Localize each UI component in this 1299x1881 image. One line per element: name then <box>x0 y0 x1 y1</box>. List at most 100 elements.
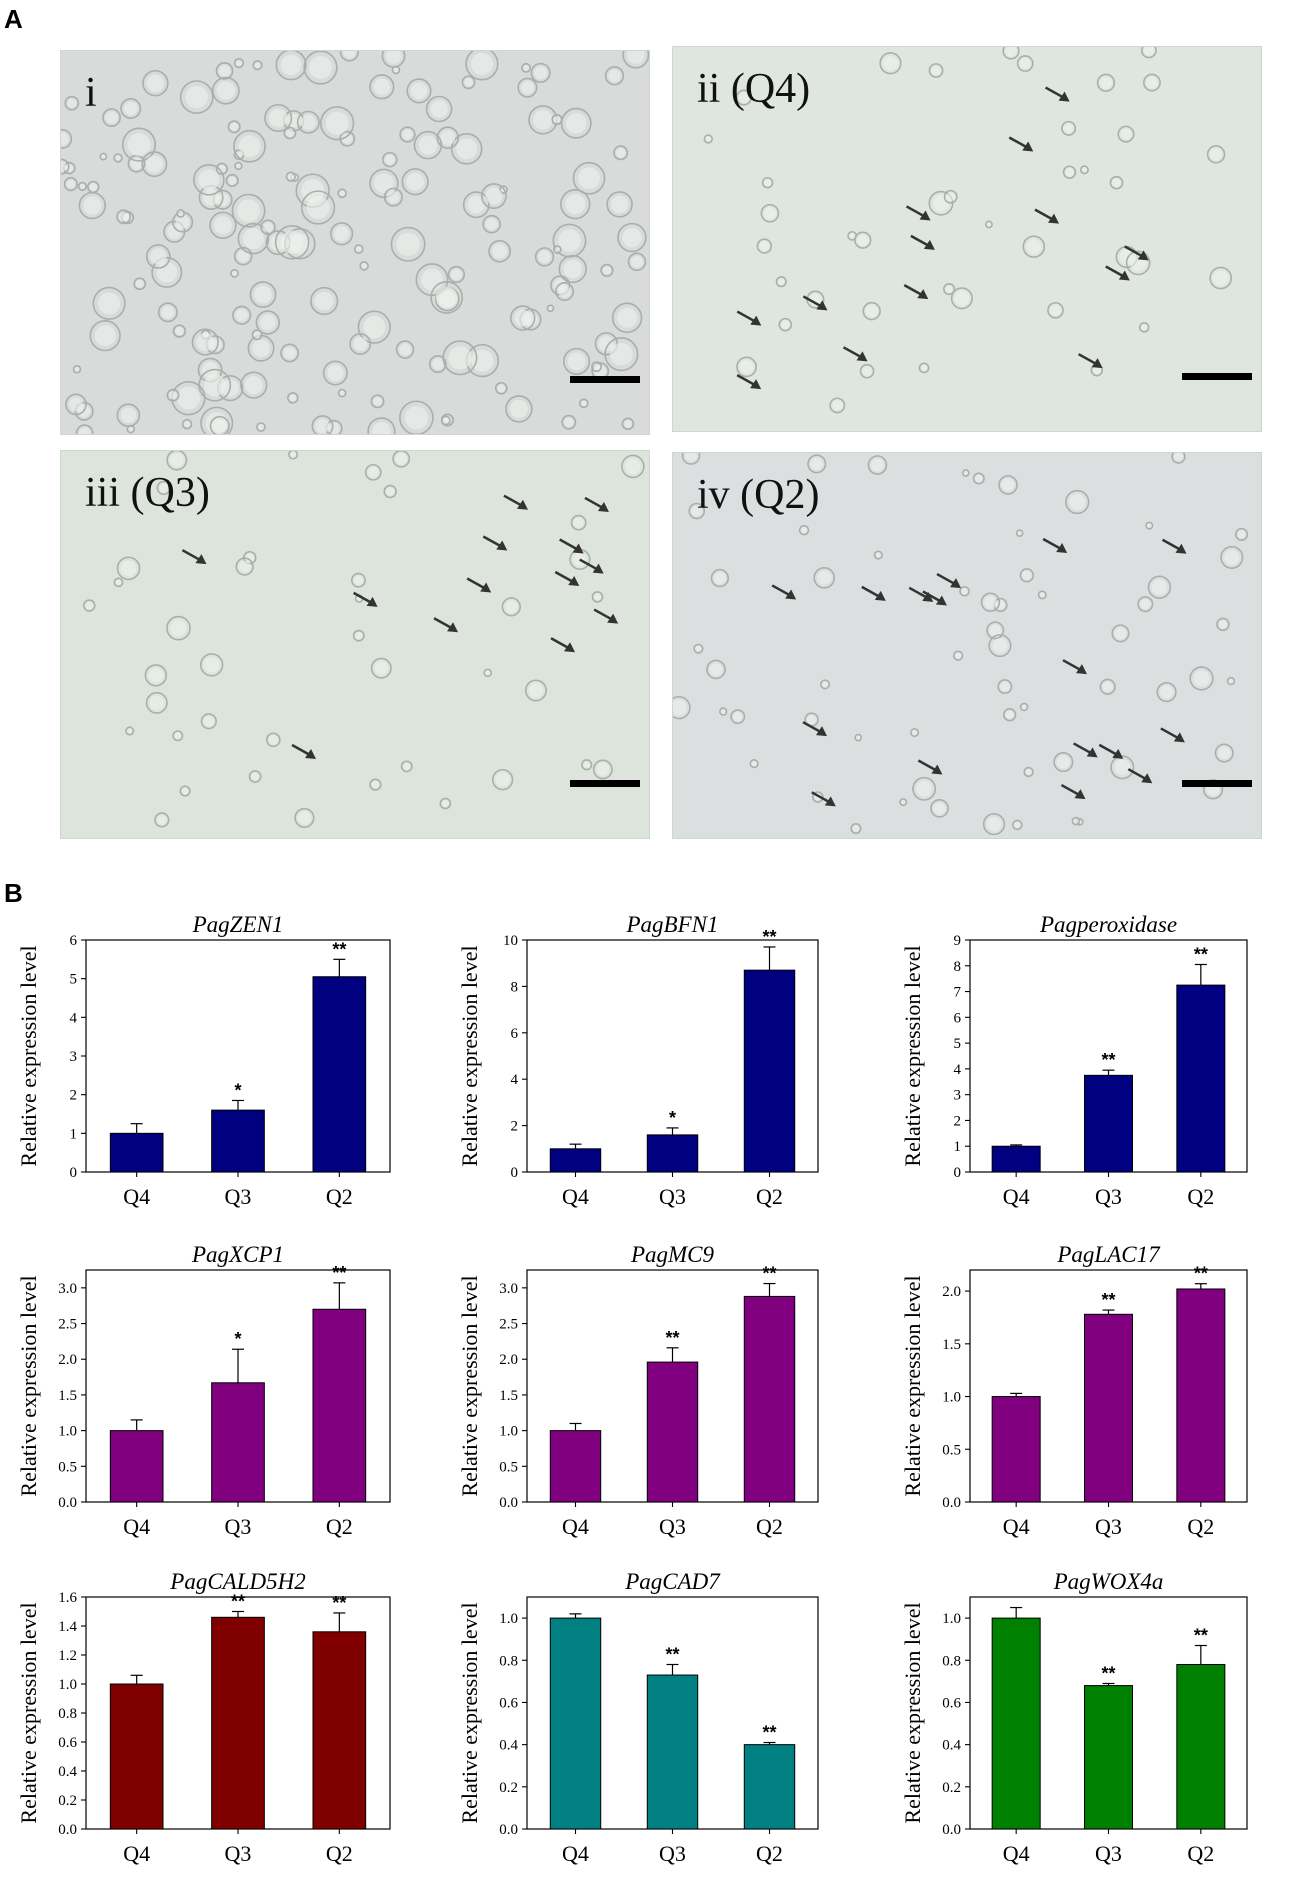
cell <box>166 615 191 641</box>
cell <box>383 484 397 499</box>
cell-highlight <box>374 661 389 675</box>
bar-Q2 <box>743 1744 796 1830</box>
x-tick-label: Q4 <box>562 1184 589 1209</box>
y-tick-label: 0 <box>70 1165 78 1181</box>
bar-Q2 <box>1176 984 1226 1173</box>
cell <box>61 128 73 149</box>
arrow-marker <box>910 234 930 247</box>
cell <box>488 239 511 263</box>
y-tick-label: 0.0 <box>942 1822 961 1838</box>
cell <box>89 320 121 352</box>
arrow-marker <box>1073 742 1093 755</box>
cell-highlight <box>342 133 353 144</box>
cell-highlight <box>720 709 726 715</box>
cell <box>225 173 239 188</box>
cell <box>761 176 774 189</box>
cell-highlight <box>245 553 254 562</box>
cell <box>116 403 141 428</box>
cell-highlight <box>1014 821 1021 828</box>
cell <box>1206 145 1226 164</box>
significance-label: ** <box>1194 1626 1208 1646</box>
cell <box>1079 165 1089 175</box>
cell <box>64 95 80 111</box>
significance-label: ** <box>1194 944 1208 964</box>
cell-highlight <box>198 169 220 191</box>
cell <box>943 283 956 296</box>
cell <box>622 51 649 69</box>
cell <box>145 244 171 269</box>
cell-highlight <box>528 683 544 698</box>
cell <box>859 363 875 379</box>
micrograph-i-label: i <box>85 70 97 116</box>
cell-highlight <box>432 358 444 370</box>
cell-highlight <box>98 292 121 315</box>
cell <box>862 301 881 321</box>
significance-label: ** <box>332 939 346 959</box>
chart-title: PagBFN1 <box>626 912 719 937</box>
arrow-marker <box>579 558 599 571</box>
cell-highlight <box>334 226 350 242</box>
arrow-marker <box>503 494 523 507</box>
cell-highlight <box>105 111 118 124</box>
cell-highlight <box>509 399 528 418</box>
cell <box>1002 47 1020 60</box>
cell <box>240 371 268 399</box>
cell <box>231 193 266 228</box>
cell <box>681 453 701 465</box>
cell-highlight <box>464 78 473 87</box>
y-tick-label: 1.5 <box>499 1388 518 1404</box>
cell <box>706 659 726 680</box>
cell-highlight <box>567 352 586 371</box>
cell-highlight <box>817 570 832 585</box>
arrow-marker <box>811 791 831 804</box>
bar-Q4 <box>991 1396 1041 1503</box>
arrow-marker <box>593 608 613 621</box>
cell-highlight <box>309 56 332 79</box>
cell-highlight <box>631 255 643 268</box>
cell-highlight <box>363 316 386 339</box>
y-tick-label: 0.0 <box>942 1495 961 1511</box>
bar-Q4 <box>549 1617 602 1830</box>
cell-highlight <box>372 422 391 434</box>
cell-highlight <box>1146 76 1158 89</box>
cell <box>232 305 252 325</box>
cell <box>673 695 691 720</box>
cell <box>1111 624 1130 643</box>
cell-highlight <box>553 116 561 123</box>
cell <box>1189 666 1214 691</box>
cell-highlight <box>280 54 302 76</box>
cell <box>980 592 1001 613</box>
cell <box>392 451 411 468</box>
cell-highlight <box>1160 685 1174 699</box>
cell-highlight <box>832 400 843 411</box>
cell-highlight <box>807 715 817 725</box>
cell <box>555 281 575 302</box>
cell-highlight <box>1218 746 1231 760</box>
y-tick-label: 2.0 <box>942 1284 961 1300</box>
cell <box>406 78 432 104</box>
arrowhead-icon <box>816 726 828 737</box>
arrowhead-icon <box>785 589 797 600</box>
cell-highlight <box>254 285 272 304</box>
cell-highlight <box>739 360 754 374</box>
cell-highlight <box>353 336 368 352</box>
cell <box>912 776 937 801</box>
cell-highlight <box>385 51 402 64</box>
cell-highlight <box>986 222 992 227</box>
y-tick-label: 0 <box>511 1165 519 1181</box>
cell-highlight <box>371 780 380 789</box>
cell <box>592 759 613 780</box>
cell-highlight <box>485 218 498 231</box>
y-tick-label: 1 <box>954 1139 962 1155</box>
cell <box>383 187 403 207</box>
chart-title: PagWOX4a <box>1053 1569 1164 1594</box>
cell <box>606 191 633 218</box>
arrow-marker <box>908 586 928 599</box>
cell <box>997 679 1013 695</box>
cell-highlight <box>373 397 382 406</box>
cell-highlight <box>865 305 878 317</box>
y-tick-label: 2 <box>954 1113 962 1129</box>
cell-highlight <box>1100 76 1112 89</box>
cell <box>998 475 1018 495</box>
cell <box>560 107 592 139</box>
